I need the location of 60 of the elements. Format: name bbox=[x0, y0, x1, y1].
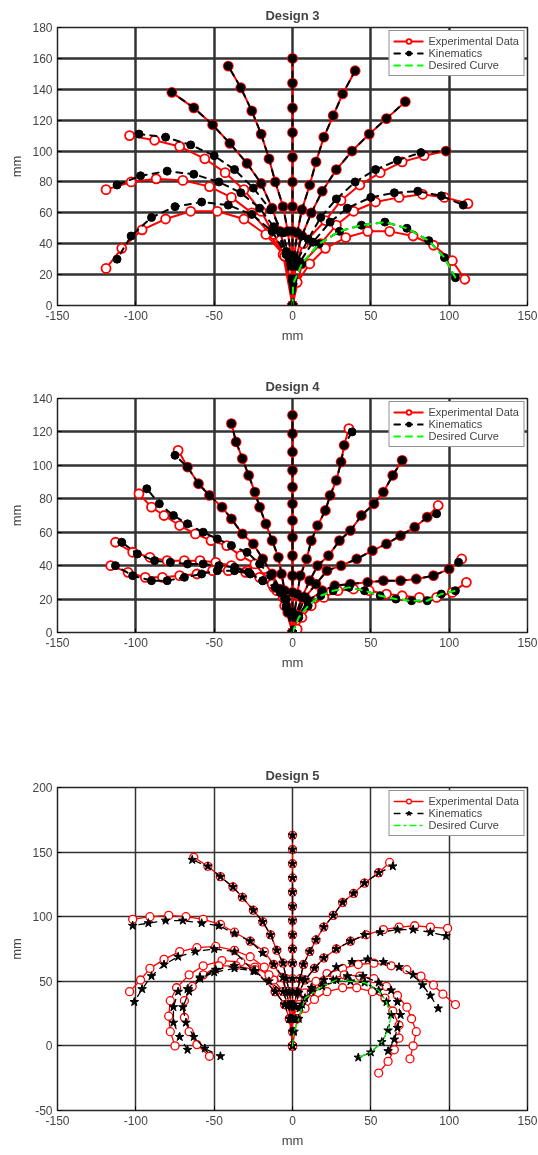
y-tick-label: 40 bbox=[39, 559, 53, 574]
x-tick-label: 100 bbox=[439, 1113, 460, 1128]
x-tick-label: 150 bbox=[517, 1113, 538, 1128]
x-axis-title: mm bbox=[281, 1132, 304, 1148]
chart-title: Design 4 bbox=[265, 378, 321, 394]
x-tick-label: 0 bbox=[289, 308, 297, 323]
x-axis-title: mm bbox=[281, 327, 304, 343]
y-tick-label: 80 bbox=[39, 175, 53, 190]
y-tick-label: 60 bbox=[39, 206, 53, 221]
x-tick-label: -100 bbox=[123, 308, 149, 323]
x-tick-label: -50 bbox=[205, 1113, 224, 1128]
y-tick-label: 200 bbox=[32, 781, 53, 795]
legend-label: Kinematics bbox=[428, 807, 483, 819]
legend-label: Desired Curve bbox=[428, 430, 499, 442]
y-tick-label: 20 bbox=[39, 592, 53, 607]
y-tick-label: 50 bbox=[39, 974, 53, 989]
x-tick-label: 50 bbox=[364, 635, 378, 650]
y-tick-label: 40 bbox=[39, 237, 53, 252]
legend-label: Experimental Data bbox=[428, 795, 519, 807]
legend-label: Experimental Data bbox=[428, 35, 519, 47]
y-tick-label: 0 bbox=[45, 626, 53, 640]
x-tick-label: 100 bbox=[439, 308, 460, 323]
y-tick-label: -50 bbox=[35, 1104, 53, 1118]
x-tick-label: -50 bbox=[205, 635, 224, 650]
x-tick-label: 50 bbox=[364, 308, 378, 323]
x-tick-label: -100 bbox=[123, 1113, 149, 1128]
x-tick-label: -100 bbox=[123, 635, 149, 650]
x-tick-label: 0 bbox=[289, 1113, 297, 1128]
x-tick-label: 150 bbox=[517, 308, 538, 323]
chart-title: Design 5 bbox=[265, 767, 320, 783]
y-tick-label: 60 bbox=[39, 525, 53, 540]
x-tick-label: 0 bbox=[289, 635, 297, 650]
y-tick-label: 100 bbox=[32, 910, 53, 925]
y-tick-label: 160 bbox=[32, 51, 53, 66]
y-tick-label: 20 bbox=[39, 268, 53, 283]
legend-label: Desired Curve bbox=[428, 59, 499, 71]
y-tick-label: 100 bbox=[32, 458, 53, 473]
y-tick-label: 80 bbox=[39, 492, 53, 507]
y-axis-title: mm bbox=[9, 504, 25, 527]
y-tick-label: 100 bbox=[32, 144, 53, 159]
y-axis-title: mm bbox=[9, 938, 25, 960]
y-axis-title: mm bbox=[9, 155, 25, 178]
y-tick-label: 140 bbox=[32, 392, 53, 406]
y-tick-label: 150 bbox=[32, 845, 53, 860]
legend-label: Kinematics bbox=[428, 418, 483, 430]
y-tick-label: 120 bbox=[32, 425, 53, 440]
x-tick-label: 150 bbox=[517, 635, 538, 650]
x-tick-label: -50 bbox=[205, 308, 224, 323]
legend-label: Kinematics bbox=[428, 47, 483, 59]
x-axis-title: mm bbox=[281, 654, 304, 670]
x-tick-label: 100 bbox=[439, 635, 460, 650]
chart-title: Design 3 bbox=[265, 7, 320, 23]
y-tick-label: 0 bbox=[45, 299, 53, 313]
y-tick-label: 140 bbox=[32, 82, 53, 97]
legend-label: Desired Curve bbox=[428, 819, 499, 831]
legend-label: Experimental Data bbox=[428, 406, 519, 418]
y-tick-label: 0 bbox=[45, 1039, 53, 1054]
x-tick-label: 50 bbox=[364, 1113, 378, 1128]
y-tick-label: 180 bbox=[32, 21, 53, 35]
y-tick-label: 120 bbox=[32, 113, 53, 128]
